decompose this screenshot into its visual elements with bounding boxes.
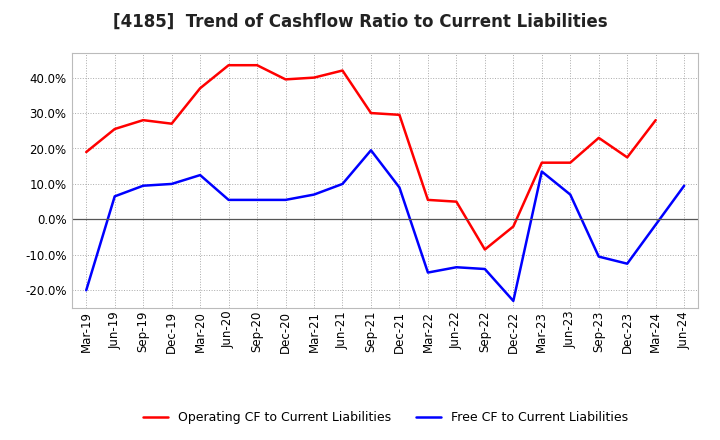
Legend: Operating CF to Current Liabilities, Free CF to Current Liabilities: Operating CF to Current Liabilities, Fre… bbox=[143, 411, 628, 424]
Line: Free CF to Current Liabilities: Free CF to Current Liabilities bbox=[86, 150, 684, 301]
Operating CF to Current Liabilities bbox=[623, 155, 631, 160]
Operating CF to Current Liabilities bbox=[167, 121, 176, 126]
Free CF to Current Liabilities bbox=[537, 169, 546, 174]
Operating CF to Current Liabilities bbox=[652, 117, 660, 123]
Free CF to Current Liabilities bbox=[139, 183, 148, 188]
Operating CF to Current Liabilities bbox=[480, 247, 489, 252]
Free CF to Current Liabilities bbox=[110, 194, 119, 199]
Text: [4185]  Trend of Cashflow Ratio to Current Liabilities: [4185] Trend of Cashflow Ratio to Curren… bbox=[113, 13, 607, 31]
Free CF to Current Liabilities bbox=[225, 197, 233, 202]
Free CF to Current Liabilities bbox=[253, 197, 261, 202]
Operating CF to Current Liabilities bbox=[338, 68, 347, 73]
Operating CF to Current Liabilities bbox=[595, 135, 603, 140]
Operating CF to Current Liabilities bbox=[423, 197, 432, 202]
Operating CF to Current Liabilities bbox=[282, 77, 290, 82]
Free CF to Current Liabilities bbox=[566, 192, 575, 197]
Operating CF to Current Liabilities bbox=[395, 112, 404, 117]
Free CF to Current Liabilities bbox=[480, 266, 489, 271]
Free CF to Current Liabilities bbox=[595, 254, 603, 259]
Free CF to Current Liabilities bbox=[366, 148, 375, 153]
Free CF to Current Liabilities bbox=[196, 172, 204, 178]
Operating CF to Current Liabilities bbox=[310, 75, 318, 80]
Free CF to Current Liabilities bbox=[423, 270, 432, 275]
Operating CF to Current Liabilities bbox=[82, 150, 91, 155]
Free CF to Current Liabilities bbox=[509, 298, 518, 304]
Free CF to Current Liabilities bbox=[338, 181, 347, 187]
Operating CF to Current Liabilities bbox=[366, 110, 375, 116]
Free CF to Current Liabilities bbox=[680, 183, 688, 188]
Free CF to Current Liabilities bbox=[82, 288, 91, 293]
Operating CF to Current Liabilities bbox=[196, 86, 204, 91]
Operating CF to Current Liabilities bbox=[225, 62, 233, 68]
Operating CF to Current Liabilities bbox=[509, 224, 518, 229]
Operating CF to Current Liabilities bbox=[139, 117, 148, 123]
Operating CF to Current Liabilities bbox=[253, 62, 261, 68]
Operating CF to Current Liabilities bbox=[537, 160, 546, 165]
Free CF to Current Liabilities bbox=[282, 197, 290, 202]
Line: Operating CF to Current Liabilities: Operating CF to Current Liabilities bbox=[86, 65, 656, 249]
Operating CF to Current Liabilities bbox=[452, 199, 461, 204]
Free CF to Current Liabilities bbox=[310, 192, 318, 197]
Operating CF to Current Liabilities bbox=[566, 160, 575, 165]
Free CF to Current Liabilities bbox=[452, 264, 461, 270]
Free CF to Current Liabilities bbox=[395, 185, 404, 190]
Free CF to Current Liabilities bbox=[167, 181, 176, 187]
Operating CF to Current Liabilities bbox=[110, 126, 119, 132]
Free CF to Current Liabilities bbox=[623, 261, 631, 266]
